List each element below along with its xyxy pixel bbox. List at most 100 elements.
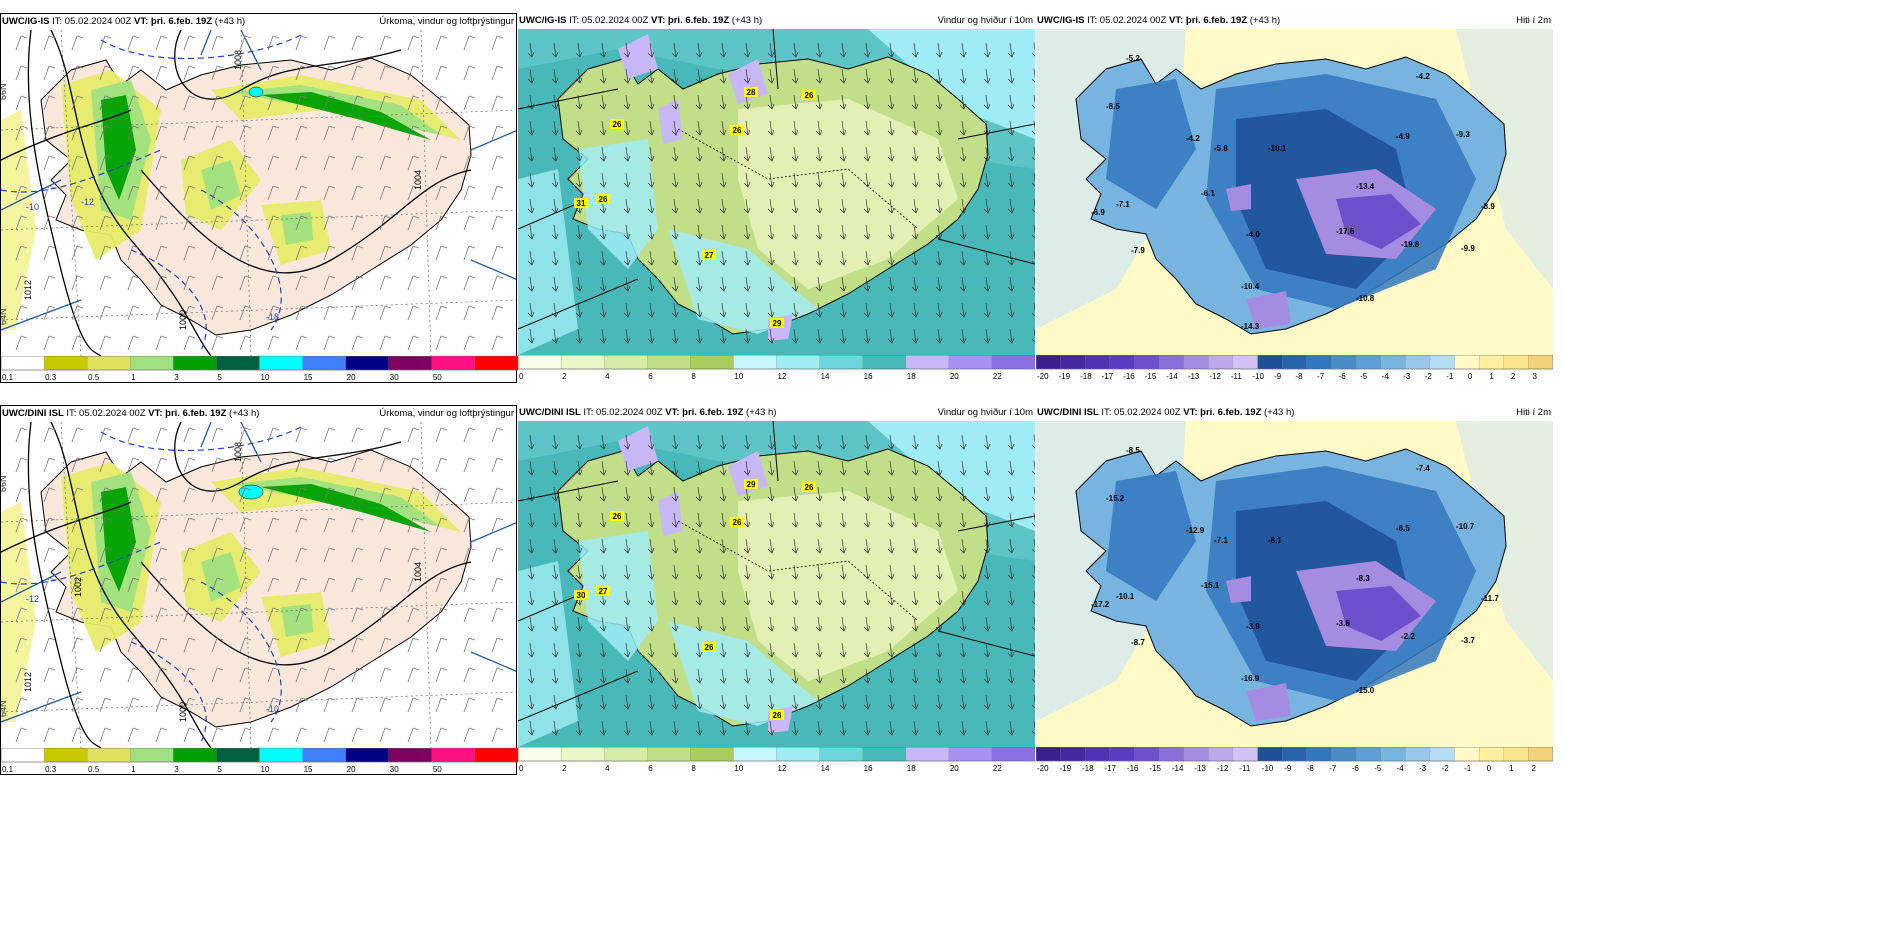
wind-barb (267, 95, 280, 111)
wind-barb (99, 125, 112, 141)
wind-barb (463, 637, 476, 653)
wind-arrow (1007, 94, 1015, 110)
wind-arrow (959, 68, 967, 84)
wind-arrow (1007, 668, 1015, 684)
isotherm-line (200, 581, 282, 723)
panel-title: Úrkoma, vindur og loftþrýstingur (379, 16, 514, 27)
wind-barb (267, 517, 280, 533)
wind-arrow (887, 720, 895, 736)
wind-barb (295, 427, 308, 443)
wind-barb (295, 457, 308, 473)
colorbar-label: 0.5 (88, 373, 100, 382)
colorbar-label: 30 (390, 373, 399, 382)
wind-arrow (959, 434, 967, 450)
wind-arrow (815, 642, 823, 658)
wind-arrow (767, 720, 775, 736)
panel-title: Vindur og hviður í 10m (937, 15, 1033, 26)
wind-barb (351, 35, 364, 51)
wind-barb (351, 65, 364, 81)
precip-panel-dini: UWC/DINI ISL IT: 05.02.2024 00Z VT: þri.… (0, 405, 518, 775)
colorbar-swatch (302, 748, 347, 763)
wind-arrow (815, 42, 823, 58)
wind-barb (211, 275, 224, 291)
graticule-line (1, 691, 516, 713)
wind-arrow (527, 694, 535, 710)
colorbar-swatch (1282, 355, 1308, 370)
wind-arrow (935, 694, 943, 710)
wind-barb (71, 335, 84, 351)
temp-label: -3.9 (1246, 622, 1260, 631)
temp-label: -15.0 (1356, 686, 1375, 695)
wind-arrow (695, 512, 703, 528)
wind-barb (323, 547, 336, 563)
wind-barb (15, 305, 28, 321)
wind-arrow (575, 94, 583, 110)
wind-barb (43, 215, 56, 231)
wind-arrow (983, 224, 991, 240)
wind-arrow (719, 302, 727, 318)
wind-arrow (575, 720, 583, 736)
wind-barb (295, 185, 308, 201)
wind-barb (99, 155, 112, 171)
temp-map: -5.2 -4.2 -8.5 -10.1 -4.9 -9.3 -4.2 -5.8 -13.4 -7… (1036, 29, 1553, 355)
wind-arrow (1031, 250, 1035, 265)
wind-arrow (1007, 460, 1015, 476)
wind-barb (407, 727, 420, 743)
colorbar-label: 1 (1509, 764, 1514, 773)
colorbar-label: 10 (261, 373, 270, 382)
temp-label: -8.5 (1126, 446, 1140, 455)
wind-arrow (671, 146, 679, 162)
svg-text:26: 26 (599, 195, 608, 204)
wind-barb (463, 607, 476, 623)
wind-arrow (863, 302, 871, 318)
wind-barb (15, 155, 28, 171)
wind-barb (99, 727, 112, 743)
wind-barb (99, 305, 112, 321)
wind-barb (211, 457, 224, 473)
wind-barb (239, 215, 252, 231)
wind-arrow (959, 302, 967, 318)
wind-arrow (935, 276, 943, 292)
wind-barb (15, 607, 28, 623)
wind-arrow (551, 302, 559, 318)
wind-arrow (1031, 512, 1035, 527)
colorbar-swatch (1478, 355, 1505, 370)
wind-barb (379, 577, 392, 593)
wind-barb (71, 607, 84, 623)
wind-arrow (623, 146, 631, 162)
wind-arrow (863, 198, 871, 214)
wind-barb (211, 155, 224, 171)
wind-barb (15, 125, 28, 141)
colorbar-label: 20 (950, 764, 959, 773)
wind-barb (407, 427, 420, 443)
wind-arrow (791, 512, 799, 528)
precip-area (101, 95, 136, 200)
init-time: IT: 05.02.2024 00Z (583, 407, 663, 418)
colorbar-swatch (1036, 747, 1062, 762)
svg-text:26: 26 (613, 512, 622, 521)
wind-barb (407, 65, 420, 81)
wind-arrow (599, 538, 607, 554)
wind-arrow (575, 276, 583, 292)
wind-barb (99, 577, 112, 593)
vt-label: VT: (1169, 15, 1184, 26)
wind-arrow (767, 616, 775, 632)
region-boundary (240, 422, 262, 463)
wind-arrow (695, 328, 703, 344)
lead-time: (+43 h) (1264, 407, 1295, 418)
wind-barb (295, 547, 308, 563)
temp-label: -8.9 (1481, 202, 1495, 211)
wind-barb (379, 667, 392, 683)
wind-barb (435, 305, 448, 321)
temp-label: -8.1 (1268, 536, 1282, 545)
wind-arrow (551, 250, 559, 266)
colorbar-swatch (560, 355, 605, 370)
wind-arrow (599, 146, 607, 162)
wind-area (518, 561, 578, 747)
colorbar-label: 20 (347, 373, 356, 382)
wind-barb (183, 487, 196, 503)
temp-panel-dini: UWC/DINI ISL IT: 05.02.2024 00Z VT: þri.… (1036, 405, 1553, 775)
wind-arrow (551, 328, 559, 344)
wind-barb (435, 125, 448, 141)
wind-barb (127, 457, 140, 473)
